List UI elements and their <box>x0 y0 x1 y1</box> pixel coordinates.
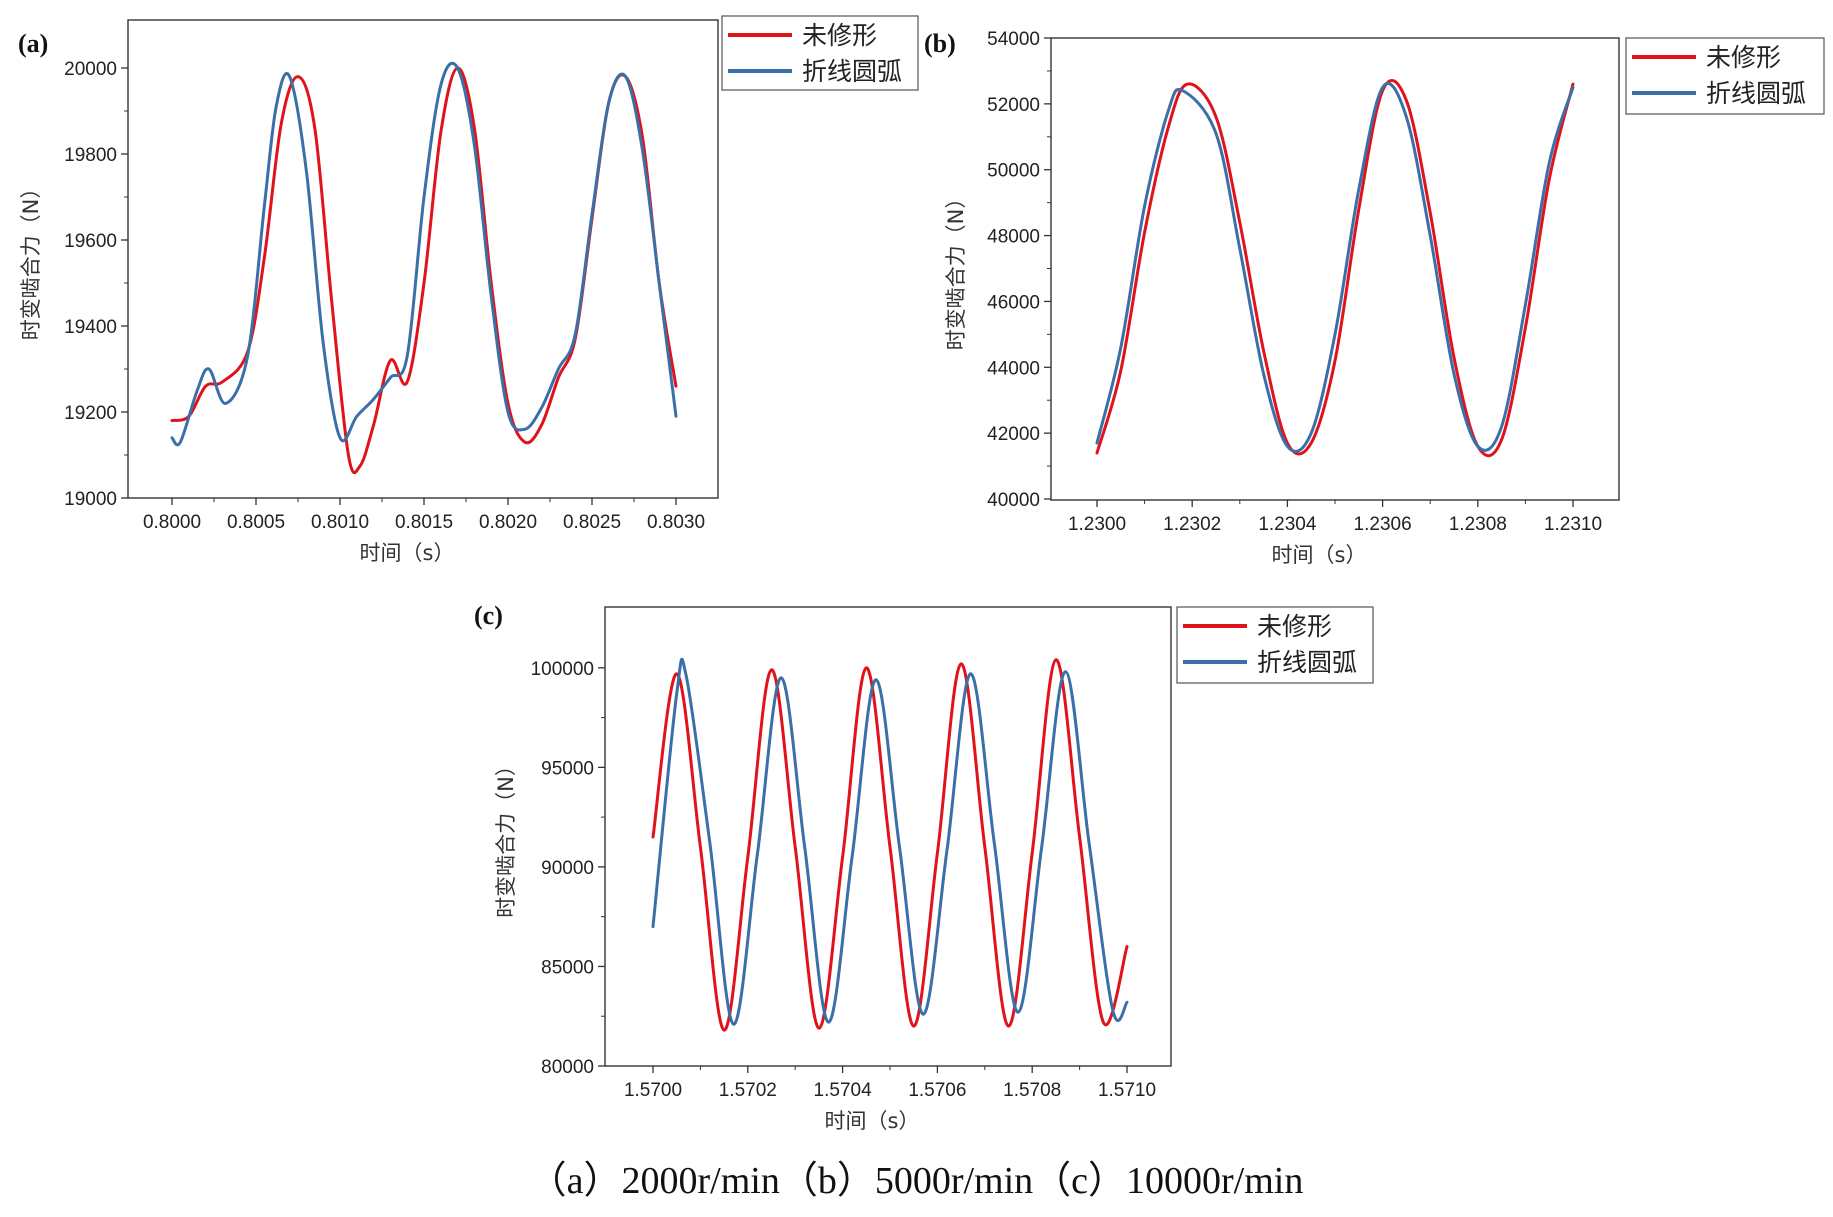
y-tick-label: 19400 <box>64 317 117 338</box>
series-group <box>1095 79 1575 458</box>
x-tick-label: 1.5710 <box>1098 1080 1156 1101</box>
legend-box <box>1625 37 1825 115</box>
series-line-polyline-arc <box>1095 81 1575 453</box>
series-line-polyline-arc <box>170 61 678 447</box>
x-tick-label: 1.5706 <box>908 1080 966 1101</box>
y-tick-label: 100000 <box>531 659 594 680</box>
x-tick-label: 0.8015 <box>395 512 453 533</box>
panel-label: (a) <box>18 29 48 58</box>
legend-box <box>721 15 919 91</box>
legend-entry: 未修形 <box>1706 43 1781 72</box>
x-tick-label: 1.5702 <box>719 1080 777 1101</box>
y-axis-label: 时变啮合力（N） <box>494 755 518 918</box>
y-tick-label: 19200 <box>64 403 117 424</box>
y-tick-label: 52000 <box>987 95 1040 116</box>
y-axis-label: 时变啮合力（N） <box>19 178 43 341</box>
legend-entry: 未修形 <box>1257 612 1332 641</box>
legend-entry: 折线圆弧 <box>802 57 902 86</box>
chart-a: 0.8000 0.8005 0.8010 0.8015 0.8020 0.8025 0.80… <box>18 15 919 565</box>
y-tick-label: 54000 <box>987 29 1040 50</box>
x-tick-label: 1.2306 <box>1354 514 1412 535</box>
series-group <box>651 657 1129 1032</box>
y-tick-label: 42000 <box>987 424 1040 445</box>
x-tick-label: 0.8010 <box>311 512 369 533</box>
plot-frame <box>604 606 1172 1067</box>
x-tick-label: 0.8030 <box>647 512 705 533</box>
x-tick-label: 1.2304 <box>1258 514 1317 535</box>
plot-frame <box>1050 37 1620 501</box>
x-tick-label: 0.8020 <box>479 512 537 533</box>
plot-frame <box>127 19 719 499</box>
chart-b: 1.2300 1.2302 1.2304 1.2306 1.2308 1.2310 4000… <box>924 29 1825 567</box>
y-tick-label: 48000 <box>987 227 1040 248</box>
y-tick-label: 19800 <box>64 145 117 166</box>
y-tick-label: 90000 <box>541 858 594 879</box>
x-tick-label: 0.8025 <box>563 512 621 533</box>
legend-box <box>1176 606 1374 684</box>
x-tick-label: 1.5700 <box>624 1080 682 1101</box>
y-tick-label: 20000 <box>64 59 117 80</box>
x-tick-label: 0.8000 <box>143 512 201 533</box>
y-tick-label: 19000 <box>64 489 117 510</box>
x-axis-label: 时间（s） <box>825 1109 920 1133</box>
y-tick-label: 44000 <box>987 358 1040 379</box>
x-tick-label: 1.2300 <box>1068 514 1126 535</box>
y-tick-label: 95000 <box>541 758 594 779</box>
y-tick-label: 85000 <box>541 957 594 978</box>
y-tick-label: 46000 <box>987 292 1040 313</box>
x-axis-label: 时间（s） <box>360 541 455 565</box>
x-axis-label: 时间（s） <box>1272 543 1367 567</box>
x-tick-label: 1.2310 <box>1544 514 1602 535</box>
legend-entry: 未修形 <box>802 21 877 50</box>
y-tick-label: 40000 <box>987 490 1040 511</box>
chart-c: 1.5700 1.5702 1.5704 1.5706 1.5708 1.5710 8000… <box>474 601 1374 1133</box>
series-line-unmodified <box>170 66 678 475</box>
y-axis-label: 时变啮合力（N） <box>944 188 968 351</box>
series-group <box>170 61 678 475</box>
series-line-unmodified <box>1095 79 1575 458</box>
legend-entry: 折线圆弧 <box>1706 79 1806 108</box>
legend-entry: 折线圆弧 <box>1257 648 1357 677</box>
series-line-unmodified <box>651 658 1129 1032</box>
panel-label: (b) <box>924 29 956 58</box>
series-line-polyline-arc <box>651 657 1129 1026</box>
figure-caption: （a）2000r/min（b）5000r/min（c）10000r/min <box>529 1160 1304 1202</box>
y-tick-label: 50000 <box>987 161 1040 182</box>
x-tick-label: 0.8005 <box>227 512 285 533</box>
x-tick-label: 1.2308 <box>1449 514 1507 535</box>
y-tick-label: 19600 <box>64 231 117 252</box>
x-tick-label: 1.2302 <box>1163 514 1221 535</box>
x-tick-label: 1.5708 <box>1003 1080 1061 1101</box>
y-tick-label: 80000 <box>541 1057 594 1078</box>
panel-label: (c) <box>474 601 503 630</box>
x-tick-label: 1.5704 <box>814 1080 873 1101</box>
